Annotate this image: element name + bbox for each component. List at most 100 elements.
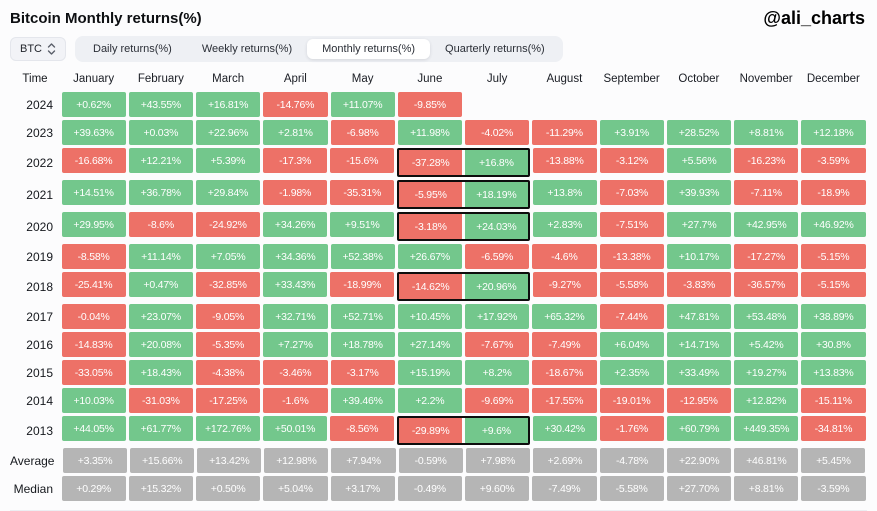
return-cell: -18.67% xyxy=(532,360,597,385)
return-cell: +7.98% xyxy=(465,448,530,473)
table-row: Average +3.35% +15.66% +13.42% +12.98% +7.94%… xyxy=(10,448,867,473)
return-cell: -3.17% xyxy=(330,360,395,385)
return-cell: -7.11% xyxy=(734,180,799,205)
return-cell: +15.66% xyxy=(130,448,195,473)
return-cell: -1.6% xyxy=(263,388,328,413)
return-cell: -5.95% xyxy=(399,182,463,207)
return-cell: +30.8% xyxy=(801,332,866,357)
return-cell: +39.93% xyxy=(667,180,732,205)
return-cell: -14.83% xyxy=(61,332,126,357)
return-cell: +12.21% xyxy=(128,148,193,173)
row-label: 2020 xyxy=(26,219,53,234)
return-cell: -7.44% xyxy=(599,304,664,329)
return-cell: +8.81% xyxy=(734,476,799,501)
return-cell: -4.78% xyxy=(599,448,665,473)
return-cell: +53.48% xyxy=(734,304,799,329)
return-cell: +23.07% xyxy=(128,304,193,329)
row-label: 2022 xyxy=(26,155,53,170)
return-cell: +39.63% xyxy=(61,120,126,145)
tab-weekly[interactable]: Weekly returns(%) xyxy=(201,43,293,55)
return-cell xyxy=(600,92,664,117)
table-row: 2015 -33.05% +18.43% -4.38% -3.46% -3.17% +15.… xyxy=(10,360,867,385)
return-cell xyxy=(465,92,529,117)
symbol-select[interactable]: BTC xyxy=(10,37,66,61)
tab-monthly[interactable]: Monthly returns(%) xyxy=(307,39,431,59)
return-cell: +12.18% xyxy=(801,120,866,145)
month-header: April xyxy=(283,72,307,85)
table-row: Median +0.29% +15.32% +0.50% +5.04% +3.17% -0.… xyxy=(10,476,867,501)
return-cell: -3.59% xyxy=(801,476,866,501)
tab-daily[interactable]: Daily returns(%) xyxy=(93,43,172,55)
return-cell: -13.88% xyxy=(532,148,597,173)
return-cell: -19.01% xyxy=(599,388,664,413)
return-cell: +6.04% xyxy=(599,332,664,357)
return-cell: -3.83% xyxy=(667,272,732,297)
author-handle: @ali_charts xyxy=(763,8,865,28)
return-cell: -25.41% xyxy=(61,272,126,297)
return-cell: +2.2% xyxy=(397,388,462,413)
return-cell: +26.67% xyxy=(397,244,462,269)
return-cell: +8.81% xyxy=(734,120,799,145)
month-header: February xyxy=(137,72,184,85)
return-cell: +29.84% xyxy=(195,180,261,205)
return-cell: -29.89% xyxy=(399,418,463,443)
return-cell: +44.05% xyxy=(61,416,126,441)
return-cell: +33.43% xyxy=(263,272,328,297)
return-cell: +3.35% xyxy=(62,448,128,473)
return-cell: +39.46% xyxy=(330,388,395,413)
return-cell: -9.69% xyxy=(465,388,530,413)
tabs: Daily returns(%) Weekly returns(%) Monthly… xyxy=(75,36,563,62)
return-cell: +7.27% xyxy=(263,332,328,357)
return-cell: +10.03% xyxy=(61,388,126,413)
return-cell: +12.98% xyxy=(264,448,329,473)
return-cell: +15.32% xyxy=(128,476,193,501)
return-cell: -5.15% xyxy=(801,272,866,297)
row-label: Average xyxy=(10,453,55,468)
return-cell: -17.25% xyxy=(196,388,261,413)
time-column-header: Time xyxy=(22,72,48,85)
return-cell: +9.51% xyxy=(330,212,395,237)
table-row: 2021 +14.51% +36.78% +29.84% -1.98% -35.31% -5… xyxy=(10,180,867,209)
return-cell: -6.98% xyxy=(330,120,395,145)
return-cell: -5.58% xyxy=(599,272,665,297)
month-header: January xyxy=(73,72,115,85)
table-row: 2022 -16.68% +12.21% +5.39% -17.3% -15.6% -37.… xyxy=(10,148,867,177)
return-cell: -11.29% xyxy=(532,120,597,145)
return-cell: +0.03% xyxy=(128,120,193,145)
return-cell: +2.69% xyxy=(532,448,597,473)
return-cell: +65.32% xyxy=(532,304,597,329)
return-cell: -9.85% xyxy=(397,92,462,117)
return-cell: -3.12% xyxy=(599,148,665,173)
row-label: 2023 xyxy=(26,125,53,140)
top-bar: Bitcoin Monthly returns(%) @ali_charts xyxy=(10,8,867,29)
return-cell: +42.95% xyxy=(734,212,799,237)
row-label: 2014 xyxy=(26,393,53,408)
return-cell: +11.07% xyxy=(330,92,395,117)
controls-bar: BTC Daily returns(%) Weekly returns(%) Mon… xyxy=(10,36,867,62)
return-cell: +13.83% xyxy=(801,360,866,385)
return-cell: -1.98% xyxy=(263,180,328,205)
return-cell: +20.96% xyxy=(465,274,528,299)
return-cell: +5.39% xyxy=(195,148,261,173)
tab-quarterly[interactable]: Quarterly returns(%) xyxy=(445,43,545,55)
return-cell: +9.6% xyxy=(465,418,528,443)
return-cell: +34.36% xyxy=(263,244,328,269)
return-cell: +18.19% xyxy=(465,182,528,207)
return-cell: -3.46% xyxy=(263,360,328,385)
return-cell: -8.58% xyxy=(61,244,126,269)
table-row: 2014 +10.03% -31.03% -17.25% -1.6% +39.46% +2.… xyxy=(10,388,867,413)
return-cell: -9.05% xyxy=(196,304,261,329)
highlighted-pair: -5.95% +18.19% xyxy=(397,180,530,209)
month-header: November xyxy=(739,72,793,85)
row-label: 2019 xyxy=(26,249,53,264)
return-cell: +47.81% xyxy=(666,304,731,329)
return-cell: -31.03% xyxy=(128,388,193,413)
return-cell: +11.98% xyxy=(397,120,462,145)
return-cell: +22.90% xyxy=(667,448,732,473)
return-cell: -35.31% xyxy=(330,180,395,205)
return-cell: +18.43% xyxy=(128,360,193,385)
return-cell: +5.45% xyxy=(801,448,866,473)
return-cell: -0.49% xyxy=(397,476,462,501)
return-cell: +3.91% xyxy=(599,120,664,145)
return-cell: +16.81% xyxy=(196,92,261,117)
